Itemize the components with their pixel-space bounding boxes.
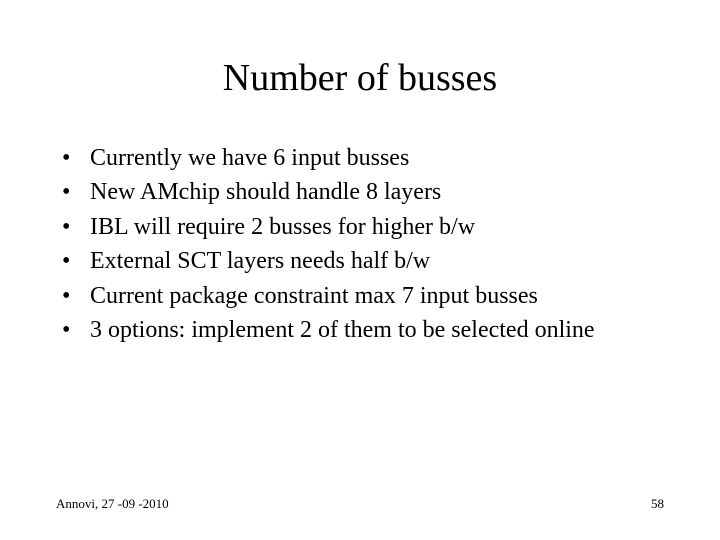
footer-left: Annovi, 27 -09 -2010 — [56, 496, 169, 512]
slide-footer: Annovi, 27 -09 -2010 58 — [56, 496, 664, 512]
bullet-icon: • — [62, 280, 90, 312]
bullet-icon: • — [62, 245, 90, 277]
bullet-text: 3 options: implement 2 of them to be sel… — [90, 314, 595, 346]
footer-page-number: 58 — [651, 496, 664, 512]
list-item: • External SCT layers needs half b/w — [62, 245, 664, 277]
bullet-icon: • — [62, 142, 90, 174]
bullet-text: New AMchip should handle 8 layers — [90, 176, 441, 208]
list-item: • Current package constraint max 7 input… — [62, 280, 664, 312]
list-item: • New AMchip should handle 8 layers — [62, 176, 664, 208]
bullet-icon: • — [62, 176, 90, 208]
list-item: • 3 options: implement 2 of them to be s… — [62, 314, 664, 346]
bullet-text: Current package constraint max 7 input b… — [90, 280, 538, 312]
list-item: • IBL will require 2 busses for higher b… — [62, 211, 664, 243]
bullet-text: External SCT layers needs half b/w — [90, 245, 430, 277]
slide-title: Number of busses — [56, 56, 664, 100]
bullet-text: IBL will require 2 busses for higher b/w — [90, 211, 475, 243]
bullet-text: Currently we have 6 input busses — [90, 142, 409, 174]
list-item: • Currently we have 6 input busses — [62, 142, 664, 174]
bullet-icon: • — [62, 314, 90, 346]
bullet-icon: • — [62, 211, 90, 243]
slide: Number of busses • Currently we have 6 i… — [0, 0, 720, 540]
bullet-list: • Currently we have 6 input busses • New… — [56, 142, 664, 346]
